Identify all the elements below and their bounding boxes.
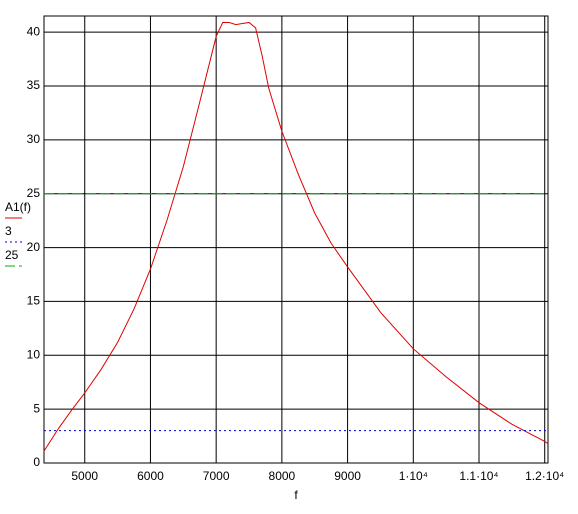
x-tick-label: 5000 xyxy=(71,469,98,483)
legend-label: 3 xyxy=(5,224,12,238)
y-tick-label: 35 xyxy=(27,78,41,92)
y-tick-label: 0 xyxy=(33,455,40,469)
x-tick-label: 6000 xyxy=(137,469,164,483)
legend-label: A1(f) xyxy=(5,200,31,214)
series-line xyxy=(43,21,549,452)
y-tick-label: 5 xyxy=(33,401,40,415)
y-tick-label: 25 xyxy=(27,186,41,200)
y-tick-label: 30 xyxy=(27,132,41,146)
y-tick-label: 40 xyxy=(27,24,41,38)
x-tick-label: 7000 xyxy=(203,469,230,483)
y-tick-label: 15 xyxy=(27,294,41,308)
x-tick-label: 9000 xyxy=(334,469,361,483)
x-tick-label: 1.2·10⁴ xyxy=(525,469,564,483)
x-axis-label: f xyxy=(294,488,298,502)
x-tick-label: 1.1·10⁴ xyxy=(459,469,498,483)
x-tick-label: 8000 xyxy=(269,469,296,483)
x-tick-label: 1·10⁴ xyxy=(399,469,428,483)
y-tick-label: 20 xyxy=(27,240,41,254)
legend-label: 25 xyxy=(5,248,19,262)
y-tick-label: 10 xyxy=(27,347,41,361)
plot-frame xyxy=(43,15,549,464)
